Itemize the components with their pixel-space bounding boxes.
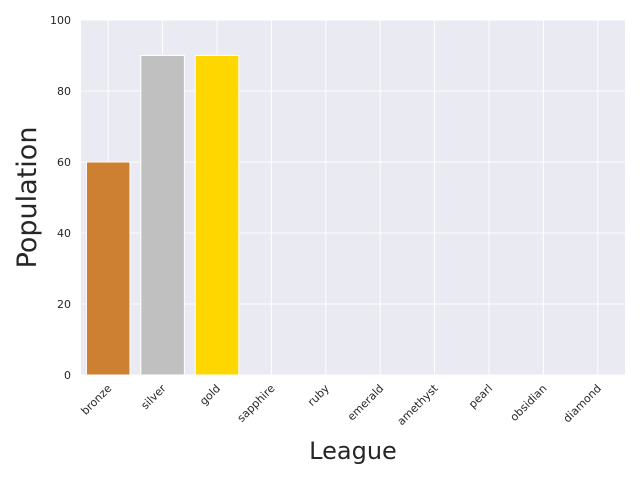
y-tick-label: 80	[57, 85, 71, 98]
y-axis-label: Population	[12, 127, 43, 269]
x-tick-label: bronze	[79, 382, 115, 418]
x-tick-label: sapphire	[235, 382, 278, 425]
bar-bronze	[85, 161, 131, 376]
x-tick-label: obsidian	[508, 382, 550, 424]
x-tick-label: gold	[197, 382, 223, 408]
y-tick-label: 20	[57, 298, 71, 311]
x-tick-label: silver	[139, 382, 169, 412]
y-tick-label: 40	[57, 227, 71, 240]
bar-silver	[140, 55, 185, 376]
x-tick-label: diamond	[561, 382, 604, 425]
x-axis-label: League	[309, 437, 397, 465]
x-tick-label: emerald	[345, 382, 386, 423]
bar-gold	[194, 55, 240, 376]
x-tick-label: ruby	[305, 382, 332, 409]
y-tick-labels: 0 20 40 60 80 100	[50, 14, 71, 382]
y-tick-label: 100	[50, 14, 71, 27]
x-tick-labels: bronze silver gold sapphire ruby emerald ameth…	[79, 381, 604, 427]
bars	[85, 55, 240, 376]
x-tick-label: amethyst	[395, 381, 441, 427]
x-tick-label: pearl	[466, 382, 495, 411]
y-tick-label: 0	[64, 369, 71, 382]
y-tick-label: 60	[57, 156, 71, 169]
